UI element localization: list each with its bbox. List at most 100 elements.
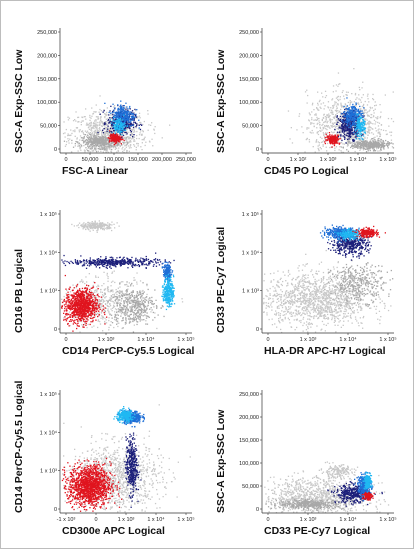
event-dot xyxy=(106,148,109,150)
event-dot xyxy=(153,128,155,130)
event-dot xyxy=(127,118,129,121)
event-dot xyxy=(96,136,98,138)
event-dot xyxy=(380,145,383,147)
event-dot xyxy=(298,115,300,117)
event-dot xyxy=(354,110,356,112)
event-dot xyxy=(392,91,394,93)
event-dot xyxy=(76,127,79,129)
event-dot xyxy=(335,125,337,127)
event-dot xyxy=(323,127,325,129)
event-dot xyxy=(93,145,95,147)
event-dot xyxy=(360,132,362,135)
event-dot xyxy=(337,72,340,74)
event-dot xyxy=(97,284,99,286)
event-dot xyxy=(365,142,368,144)
event-dot xyxy=(136,134,138,137)
event-dot xyxy=(333,144,336,147)
event-dot xyxy=(109,131,111,133)
event-dot xyxy=(346,108,348,110)
event-dot xyxy=(126,128,128,131)
event-dot xyxy=(357,102,359,104)
event-dot xyxy=(339,119,341,122)
event-dot xyxy=(86,134,89,136)
event-dot xyxy=(125,114,128,116)
event-dot xyxy=(89,133,91,135)
event-dot xyxy=(94,132,96,134)
event-dot xyxy=(122,130,124,132)
event-dot xyxy=(363,112,365,114)
event-dot xyxy=(342,116,344,118)
event-dot xyxy=(96,289,98,291)
event-dot xyxy=(141,139,143,141)
event-dot xyxy=(137,116,139,118)
event-dot xyxy=(61,298,63,300)
event-dot xyxy=(349,129,351,131)
event-dot xyxy=(117,143,119,145)
event-dot xyxy=(344,126,346,128)
event-dot xyxy=(339,125,341,127)
event-dot xyxy=(114,139,117,142)
event-dot xyxy=(306,89,308,91)
event-dot xyxy=(321,129,323,131)
event-dot xyxy=(369,106,371,108)
event-dot xyxy=(79,148,81,150)
event-dots xyxy=(61,220,184,333)
event-dot xyxy=(345,138,347,140)
event-dot xyxy=(332,106,335,108)
event-dot xyxy=(360,108,362,110)
event-dot xyxy=(361,116,363,118)
event-dot xyxy=(114,132,116,134)
event-dot xyxy=(100,317,102,319)
x-tick-label: 0 xyxy=(64,157,67,163)
event-dot xyxy=(132,114,134,116)
event-dot xyxy=(87,150,89,152)
event-dot xyxy=(347,137,349,140)
event-dot xyxy=(364,119,366,121)
event-dot xyxy=(136,142,138,145)
event-dot xyxy=(83,133,85,135)
event-dot xyxy=(82,132,84,134)
event-dot xyxy=(112,131,114,133)
event-dot xyxy=(91,115,93,117)
event-dot xyxy=(76,138,78,140)
event-dot xyxy=(328,113,330,115)
event-dot xyxy=(95,104,97,106)
event-dot xyxy=(88,137,90,139)
event-dot xyxy=(344,103,347,106)
event-dot xyxy=(74,129,76,131)
event-dot xyxy=(331,98,334,100)
event-dot xyxy=(85,118,87,120)
event-dot xyxy=(97,312,99,314)
event-dot xyxy=(331,125,333,127)
event-dot xyxy=(126,113,128,115)
event-dot xyxy=(132,126,135,128)
event-dot xyxy=(118,126,121,128)
event-dot xyxy=(77,141,79,144)
event-dot xyxy=(67,119,70,121)
event-dot xyxy=(103,109,105,111)
event-dot xyxy=(374,105,376,107)
event-dot xyxy=(115,115,118,118)
event-dot xyxy=(95,276,97,278)
event-dot xyxy=(366,148,369,150)
event-dot xyxy=(113,116,115,119)
event-dot xyxy=(124,117,126,119)
event-dot xyxy=(99,123,101,125)
event-dot xyxy=(76,225,78,227)
event-dot xyxy=(370,144,372,146)
event-dot xyxy=(322,141,324,143)
event-dot xyxy=(328,140,331,142)
event-dot xyxy=(89,119,91,121)
event-dot xyxy=(97,320,99,322)
event-dot xyxy=(101,303,103,305)
event-dot xyxy=(124,122,126,124)
event-dot xyxy=(113,137,115,139)
event-dot xyxy=(121,136,123,138)
event-dot xyxy=(131,117,133,119)
event-dot xyxy=(86,148,88,151)
event-dot xyxy=(372,140,374,142)
event-dot xyxy=(344,137,346,139)
event-dot xyxy=(358,143,360,145)
event-dot xyxy=(358,94,360,96)
event-dot xyxy=(98,130,100,133)
